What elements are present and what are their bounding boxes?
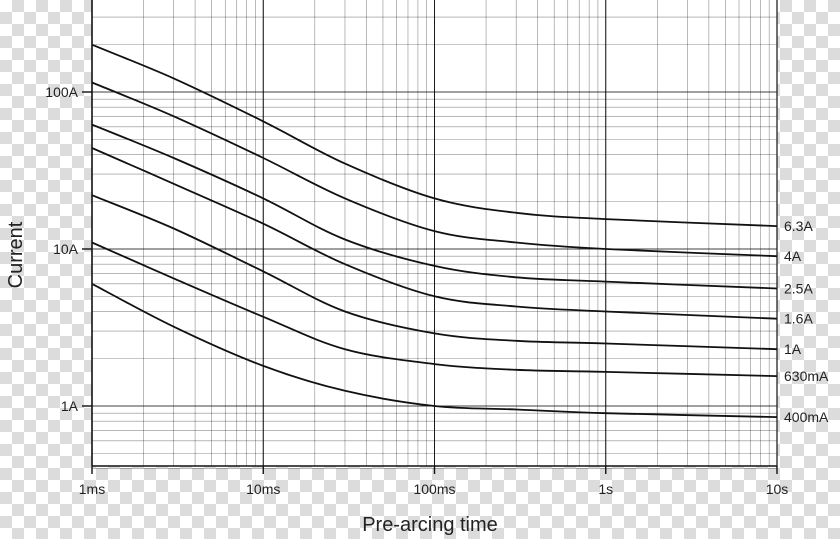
x-tick-label: 10ms bbox=[246, 481, 280, 497]
series-label: 4A bbox=[784, 248, 802, 264]
series-line bbox=[91, 43, 778, 227]
series-label: 630mA bbox=[784, 368, 829, 384]
y-tick-label: 1A bbox=[61, 398, 79, 414]
series-line bbox=[91, 194, 778, 351]
series-line bbox=[91, 147, 778, 320]
x-tick-label: 1s bbox=[598, 481, 613, 497]
y-tick-label: 100A bbox=[45, 84, 78, 100]
series-label: 2.5A bbox=[784, 281, 813, 297]
series-line bbox=[91, 123, 778, 290]
y-axis-title: Current bbox=[5, 221, 27, 288]
series-label: 1.6A bbox=[784, 311, 813, 327]
series-line bbox=[91, 241, 778, 377]
series-label: 400mA bbox=[784, 409, 829, 425]
tick-labels: 1ms 10ms 100ms 1s 10s 1A 10A 100A bbox=[45, 84, 788, 497]
x-tick-label: 10s bbox=[766, 481, 789, 497]
series-line bbox=[91, 81, 778, 258]
x-tick-label: 100ms bbox=[413, 481, 455, 497]
x-tick-label: 1ms bbox=[79, 481, 105, 497]
series-line bbox=[91, 283, 778, 418]
y-tick-label: 10A bbox=[53, 241, 79, 257]
series-label: 1A bbox=[784, 341, 802, 357]
axes bbox=[82, 0, 778, 474]
series-label: 6.3A bbox=[784, 218, 813, 234]
series-labels: 6.3A 4A 2.5A 1.6A 1A 630mA 400mA bbox=[784, 218, 829, 425]
x-axis-title: Pre-arcing time bbox=[362, 514, 498, 536]
series-lines bbox=[91, 43, 778, 418]
